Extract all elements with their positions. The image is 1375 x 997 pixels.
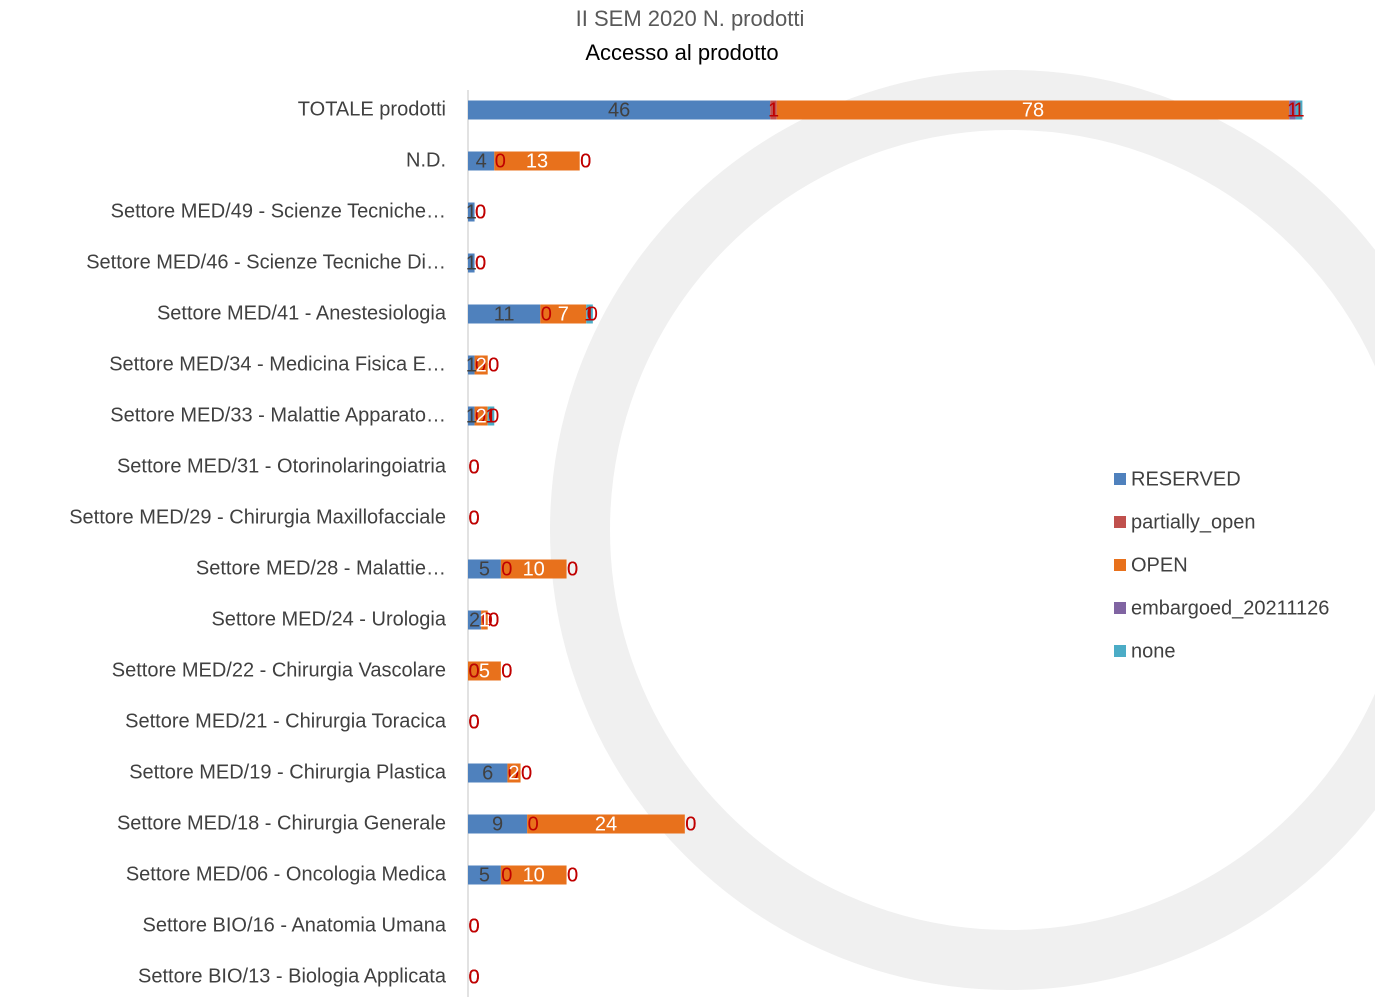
data-label: 0 xyxy=(567,558,578,580)
data-label: 5 xyxy=(479,864,490,886)
data-label: 0 xyxy=(475,201,486,223)
legend-label: embargoed_20211126 xyxy=(1131,597,1329,619)
data-label: 0 xyxy=(580,150,591,172)
data-label: 1 xyxy=(768,99,779,121)
data-label: 6 xyxy=(482,762,493,784)
data-label: 24 xyxy=(595,813,617,835)
y-tick-label: N.D. xyxy=(406,149,446,171)
data-label: 10 xyxy=(523,864,545,886)
y-tick-label: Settore MED/33 - Malattie Apparato… xyxy=(110,404,446,426)
y-tick-label: Settore MED/19 - Chirurgia Plastica xyxy=(129,761,447,783)
chart-subtitle: Accesso al prodotto xyxy=(585,40,778,65)
chart: II SEM 2020 N. prodotti Accesso al prodo… xyxy=(0,0,1375,997)
legend-label: partially_open xyxy=(1131,511,1256,533)
data-label: 0 xyxy=(495,150,506,172)
data-label: 0 xyxy=(685,813,696,835)
y-tick-label: Settore MED/28 - Malattie… xyxy=(196,557,446,579)
y-tick-label: Settore MED/06 - Oncologia Medica xyxy=(126,863,447,885)
y-tick-label: TOTALE prodotti xyxy=(298,98,446,120)
data-label: 0 xyxy=(468,456,479,478)
y-tick-label: Settore BIO/13 - Biologia Applicata xyxy=(138,965,447,987)
data-label: 78 xyxy=(1022,99,1044,121)
watermark xyxy=(580,100,1375,960)
legend-label: RESERVED xyxy=(1131,468,1241,490)
data-label: 1 xyxy=(1294,99,1305,121)
y-tick-label: Settore MED/21 - Chirurgia Toracica xyxy=(125,710,447,732)
data-label: 0 xyxy=(521,762,532,784)
chart-title: II SEM 2020 N. prodotti xyxy=(576,6,805,31)
y-tick-label: Settore MED/24 - Urologia xyxy=(211,608,446,630)
data-label: 1 xyxy=(584,303,595,325)
data-label: 2 xyxy=(476,354,487,376)
legend-label: none xyxy=(1131,640,1176,662)
data-label: 0 xyxy=(501,558,512,580)
data-label: 10 xyxy=(523,558,545,580)
data-label: 1 xyxy=(485,405,496,427)
y-tick-label: Settore MED/29 - Chirurgia Maxillofaccia… xyxy=(69,506,446,528)
y-tick-label: Settore MED/18 - Chirurgia Generale xyxy=(117,812,446,834)
data-label: 0 xyxy=(475,252,486,274)
data-label: 0 xyxy=(488,609,499,631)
legend-swatch xyxy=(1114,559,1126,571)
legend-swatch xyxy=(1114,645,1126,657)
legend-swatch xyxy=(1114,473,1126,485)
data-label: 13 xyxy=(526,150,548,172)
data-label: 5 xyxy=(479,660,490,682)
y-tick-label: Settore MED/49 - Scienze Tecniche… xyxy=(111,200,446,222)
data-label: 7 xyxy=(558,303,569,325)
y-tick-label: Settore MED/46 - Scienze Tecniche Di… xyxy=(86,251,446,273)
legend-swatch xyxy=(1114,602,1126,614)
data-label: 46 xyxy=(608,99,630,121)
legend-label: OPEN xyxy=(1131,554,1188,576)
data-label: 5 xyxy=(479,558,490,580)
data-label: 0 xyxy=(468,507,479,529)
data-label: 0 xyxy=(468,711,479,733)
legend-swatch xyxy=(1114,516,1126,528)
data-label: 0 xyxy=(468,966,479,988)
data-label: 0 xyxy=(501,660,512,682)
y-tick-label: Settore MED/41 - Anestesiologia xyxy=(157,302,447,324)
data-label: 0 xyxy=(468,915,479,937)
data-label: 4 xyxy=(476,150,487,172)
y-tick-label: Settore MED/34 - Medicina Fisica E… xyxy=(109,353,446,375)
data-label: 2 xyxy=(508,762,519,784)
y-tick-label: Settore MED/22 - Chirurgia Vascolare xyxy=(112,659,446,681)
data-label: 0 xyxy=(528,813,539,835)
y-tick-label: Settore MED/31 - Otorinolaringoiatria xyxy=(117,455,447,477)
y-tick-label: Settore BIO/16 - Anatomia Umana xyxy=(143,914,447,936)
data-label: 0 xyxy=(501,864,512,886)
data-label: 11 xyxy=(494,303,515,325)
page: II SEM 2020 N. prodotti Accesso al prodo… xyxy=(0,0,1375,997)
data-label: 0 xyxy=(567,864,578,886)
data-label: 9 xyxy=(492,813,503,835)
data-label: 0 xyxy=(488,354,499,376)
data-label: 0 xyxy=(541,303,552,325)
